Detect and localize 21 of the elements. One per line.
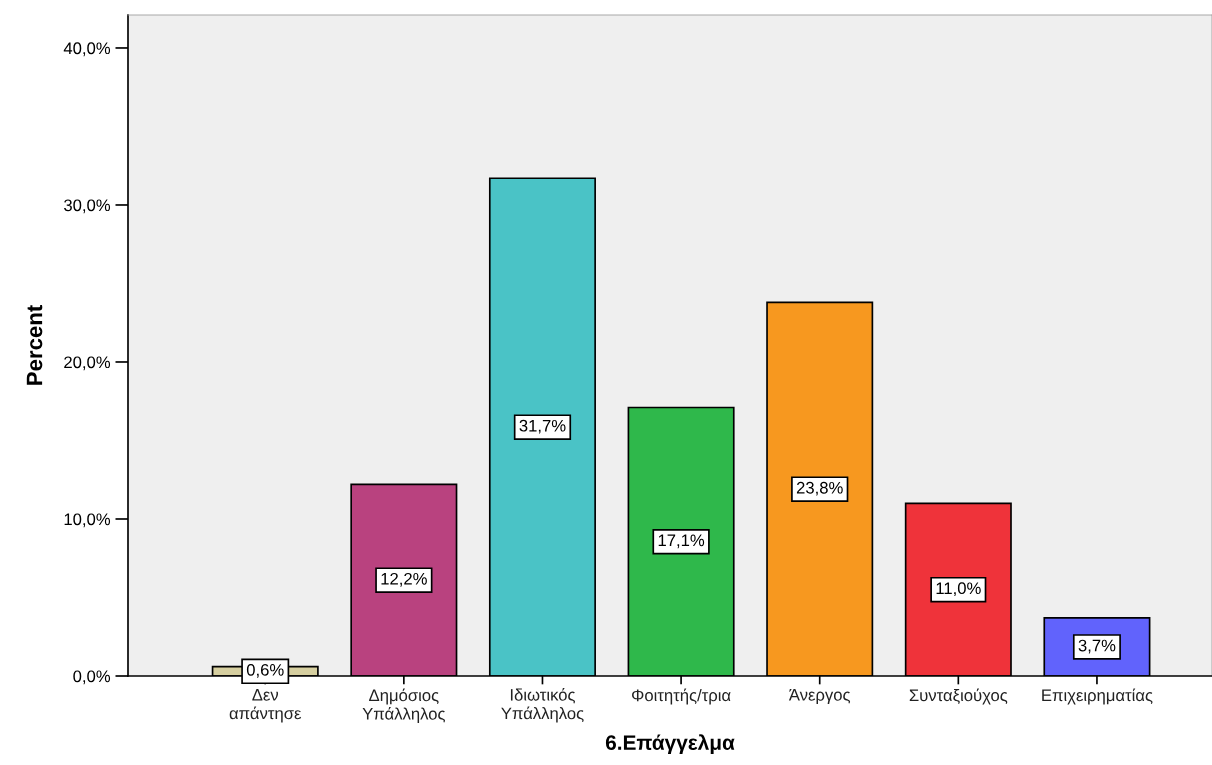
- x-tick-label: Δεν απάντησε: [229, 689, 302, 723]
- data-label: 23,8%: [796, 481, 843, 496]
- x-tick-label: Συνταξιούχος: [909, 688, 1008, 705]
- x-tick-label: Φοιτητής/τρια: [632, 688, 731, 705]
- data-label: 17,1%: [658, 534, 705, 549]
- y-axis-title: Percent: [26, 305, 43, 385]
- data-label: 31,7%: [519, 419, 566, 434]
- data-label: 0,6%: [246, 663, 284, 678]
- y-tick-label: 20,0%: [64, 356, 111, 371]
- x-tick-label: Άνεργος: [788, 689, 851, 705]
- x-tick-label: Επιχειρηματίας: [1042, 688, 1153, 705]
- y-tick-label: 10,0%: [64, 513, 111, 528]
- data-label: 12,2%: [381, 572, 427, 587]
- y-tick-label: 30,0%: [64, 199, 111, 214]
- x-tick-label: Δημόσιος Υπάλληλος: [362, 688, 446, 724]
- x-axis-title: 6.Επάγγελμα: [605, 734, 735, 755]
- y-tick-label: 40,0%: [63, 42, 111, 57]
- data-label: 3,7%: [1078, 639, 1116, 654]
- y-tick-label: 0,0%: [73, 670, 111, 685]
- data-label: 11,0%: [936, 582, 981, 597]
- x-tick-label: Ιδιωτικός Υπάλληλος: [501, 688, 584, 723]
